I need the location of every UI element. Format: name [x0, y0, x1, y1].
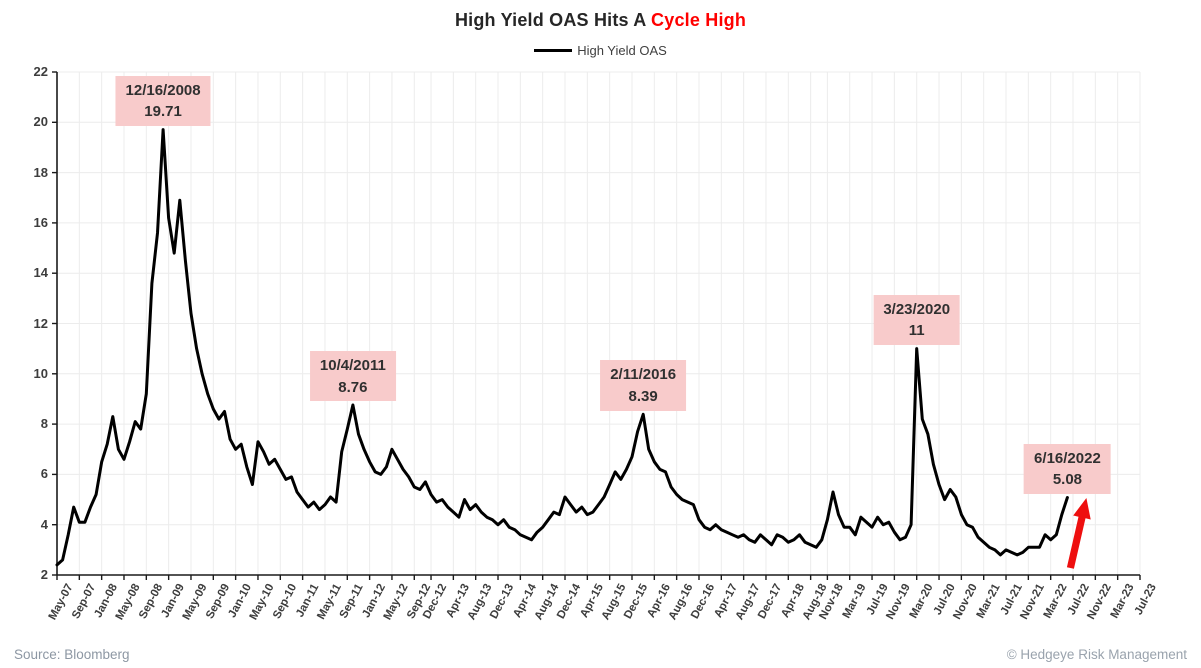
legend-label: High Yield OAS — [577, 43, 667, 58]
legend-line-swatch — [534, 49, 573, 52]
y-axis-label: 4 — [40, 516, 48, 532]
y-axis-label: 22 — [33, 64, 48, 79]
annotation-box: 12/16/2008 19.71 — [115, 75, 211, 127]
annotation-box: 10/4/2011 8.76 — [309, 350, 396, 402]
y-axis-label: 18 — [33, 164, 48, 180]
oas-line — [55, 128, 1069, 567]
annotation-date: 2/11/2016 — [610, 366, 677, 384]
annotation-date: 10/4/2011 — [319, 356, 386, 374]
annotation-date: 12/16/2008 — [125, 81, 201, 99]
annotation-value: 11 — [908, 322, 925, 340]
annotation-box: 2/11/2016 8.39 — [600, 360, 687, 411]
y-axis-label: 20 — [33, 114, 48, 130]
chart-title-highlight: Cycle High — [651, 10, 747, 30]
annotation-value: 19.71 — [144, 103, 182, 121]
y-axis-label: 16 — [33, 214, 48, 230]
y-axis-label: 12 — [33, 315, 48, 331]
annotation-value: 8.76 — [338, 378, 368, 396]
annotation-value: 5.08 — [1052, 471, 1083, 489]
up-arrow-icon — [1066, 498, 1091, 569]
annotation-box: 6/16/2022 5.08 — [1024, 443, 1111, 495]
chart-title: High Yield OAS Hits A Cycle High — [0, 10, 1201, 31]
copyright-note: © Hedgeye Risk Management — [1006, 647, 1187, 662]
y-axis-label: 14 — [33, 265, 48, 281]
y-axis-label: 2 — [40, 567, 48, 582]
source-note: Source: Bloomberg — [14, 647, 130, 662]
chart-title-main: High Yield OAS Hits A — [454, 10, 652, 30]
annotation-date: 6/16/2022 — [1034, 449, 1101, 467]
y-axis-label: 6 — [40, 466, 48, 482]
chart-legend: High Yield OAS — [0, 43, 1201, 58]
annotation-value: 8.39 — [628, 388, 658, 406]
y-axis-label: 8 — [40, 416, 48, 432]
annotation-date: 3/23/2020 — [883, 300, 951, 318]
y-axis-label: 10 — [33, 365, 48, 381]
annotation-box: 3/23/2020 11 — [873, 294, 961, 346]
